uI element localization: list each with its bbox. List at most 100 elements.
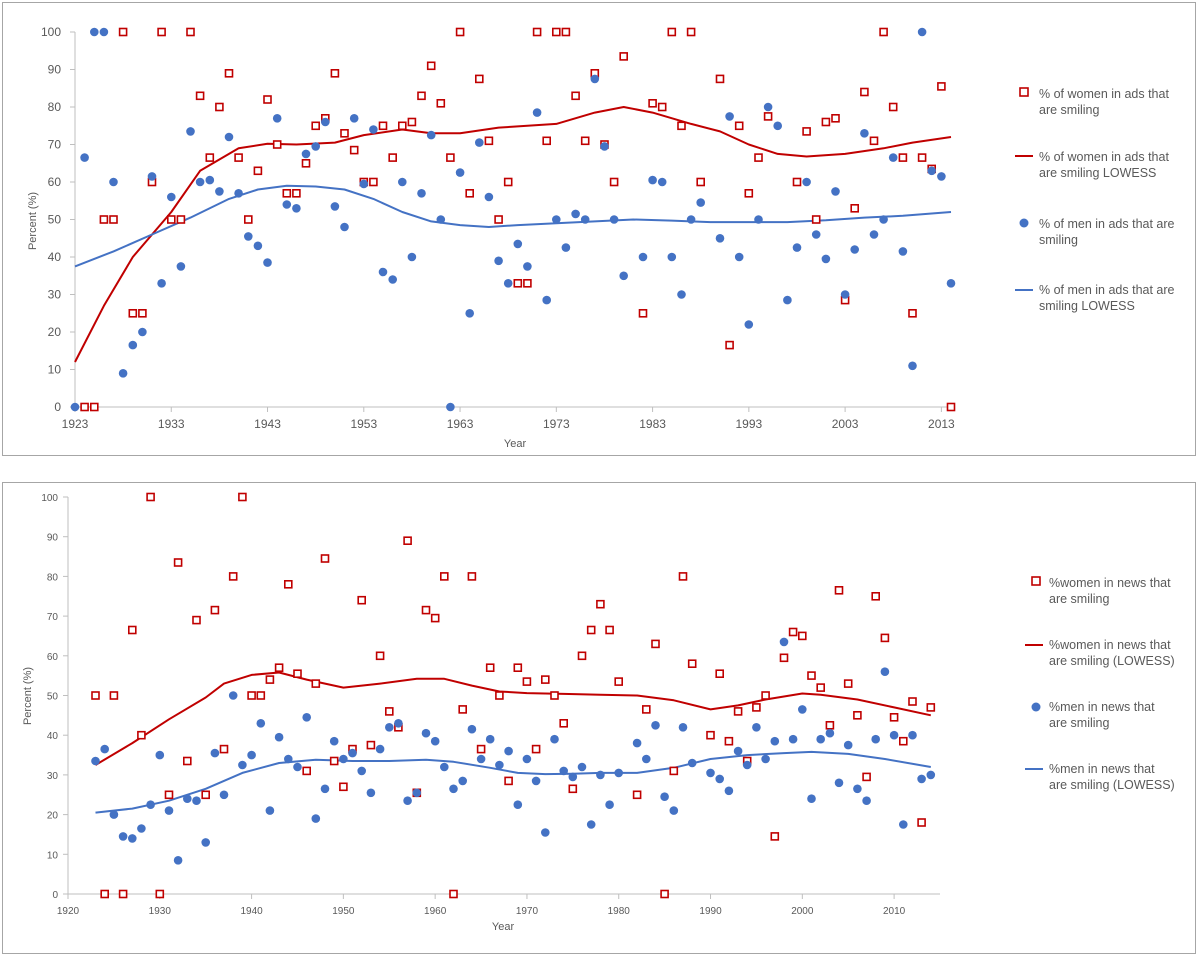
ads-y-tick-label: 60 [48,175,62,189]
ads-point-women [937,82,946,91]
ads-point-women [657,102,667,112]
legend-label-men-ads-1: % of men in ads that are [1039,217,1175,231]
news-x-tick-label: 1950 [332,906,355,917]
ads-point-men [686,215,696,224]
news-point-men [522,754,532,764]
legend-entry-women-news-lowess: %women in news that are smiling (LOWESS) [1025,638,1175,668]
ads-point-men [821,254,831,264]
ads-x-tick-label: 1983 [639,417,666,431]
news-point-women [238,492,247,502]
news-point-men [274,732,284,742]
news-point-men [660,792,669,801]
news-point-women [403,536,412,546]
news-point-men [816,734,825,744]
ads-point-men [484,192,494,202]
ads-point-men [340,222,349,232]
news-point-women [137,730,146,740]
news-point-women [568,784,578,794]
legend-label-women-ads-lowess-2: are smiling LOWESS [1039,166,1156,180]
news-point-women [274,663,284,672]
ads-point-women [503,177,513,187]
news-point-women [201,790,210,800]
news-point-men [256,719,266,728]
news-point-men [100,744,109,754]
news-point-men [807,794,816,803]
legend-entry-men-news-lowess: %men in news that are smiling (LOWESS) [1025,762,1175,792]
news-point-women [853,711,862,720]
news-point-men [339,754,348,764]
ads-point-women [744,189,754,198]
news-point-men [798,705,807,714]
ads-point-women [648,99,657,108]
ads-point-women [186,27,195,37]
legend-entry-men-ads: % of men in ads that are smiling [1019,217,1175,247]
news-point-men [210,748,220,758]
legend-label-men-news-2: are smiling [1049,716,1109,730]
ads-point-men [272,114,282,123]
bottom-chart-marks [91,492,936,899]
news-point-men [678,723,688,732]
news-point-women [779,653,789,663]
ads-point-men [763,102,773,112]
ads-point-women [455,27,465,37]
legend-label-women-news-1: %women in news that [1049,576,1171,590]
news-point-men [173,856,183,865]
news-point-men [586,820,596,829]
ads-point-men [696,198,705,207]
ads-point-men [147,172,157,181]
news-point-women [366,740,376,750]
news-point-men [467,724,477,734]
ads-point-women [176,215,186,224]
ads-point-men [715,234,725,243]
news-point-men [146,800,155,809]
news-point-men [403,796,412,805]
news-x-tick-label: 2010 [883,906,906,917]
ads-point-women [792,177,802,187]
news-point-women [788,627,798,637]
ads-point-men [542,295,551,305]
news-point-women [917,818,926,827]
news-point-men [155,750,165,760]
ads-point-men [70,402,80,412]
news-point-women [834,586,844,595]
news-y-tick-label: 50 [47,692,59,703]
news-y-tick-label: 80 [47,572,59,583]
ads-x-tick-label: 1973 [543,417,570,431]
ads-point-women [407,117,417,127]
news-y-tick-label: 40 [47,731,59,742]
ads-point-women [378,121,388,131]
ads-point-men [532,108,542,117]
news-point-men [834,778,844,788]
ads-point-men [840,290,850,299]
ads-y-tick-label: 0 [54,400,61,414]
ads-point-men [850,245,859,254]
ads-point-men [195,177,205,187]
ads-point-women [821,117,831,127]
ads-point-women [138,308,147,318]
ads-point-men [253,241,263,251]
news-point-men [733,746,743,756]
news-point-women [504,776,513,786]
news-point-women [531,744,541,754]
news-smiling-chart: 1920 1930 1940 1950 1960 1970 1980 1990 2000 2010… [22,492,1175,933]
news-point-men [632,738,642,748]
ads-point-women [831,114,840,123]
news-point-women [311,679,321,688]
news-point-women [283,580,293,589]
news-point-men [238,760,247,770]
legend-label-women-news-lowess-2: are smiling (LOWESS) [1049,654,1175,668]
news-y-tick-label: 30 [47,771,59,782]
ads-point-women [763,112,773,121]
ads-point-women [551,27,561,37]
legend-label-women-news-2: are smiling [1049,592,1109,606]
ads-point-women [446,153,455,162]
news-point-men [880,667,890,676]
ads-point-men [426,130,436,140]
ads-point-women [494,215,503,224]
legend-label-women-ads-1: % of women in ads that [1039,87,1169,101]
news-point-women [247,691,256,700]
news-point-men [449,784,458,794]
news-y-tick-label: 90 [47,533,59,544]
news-point-women [807,671,816,680]
